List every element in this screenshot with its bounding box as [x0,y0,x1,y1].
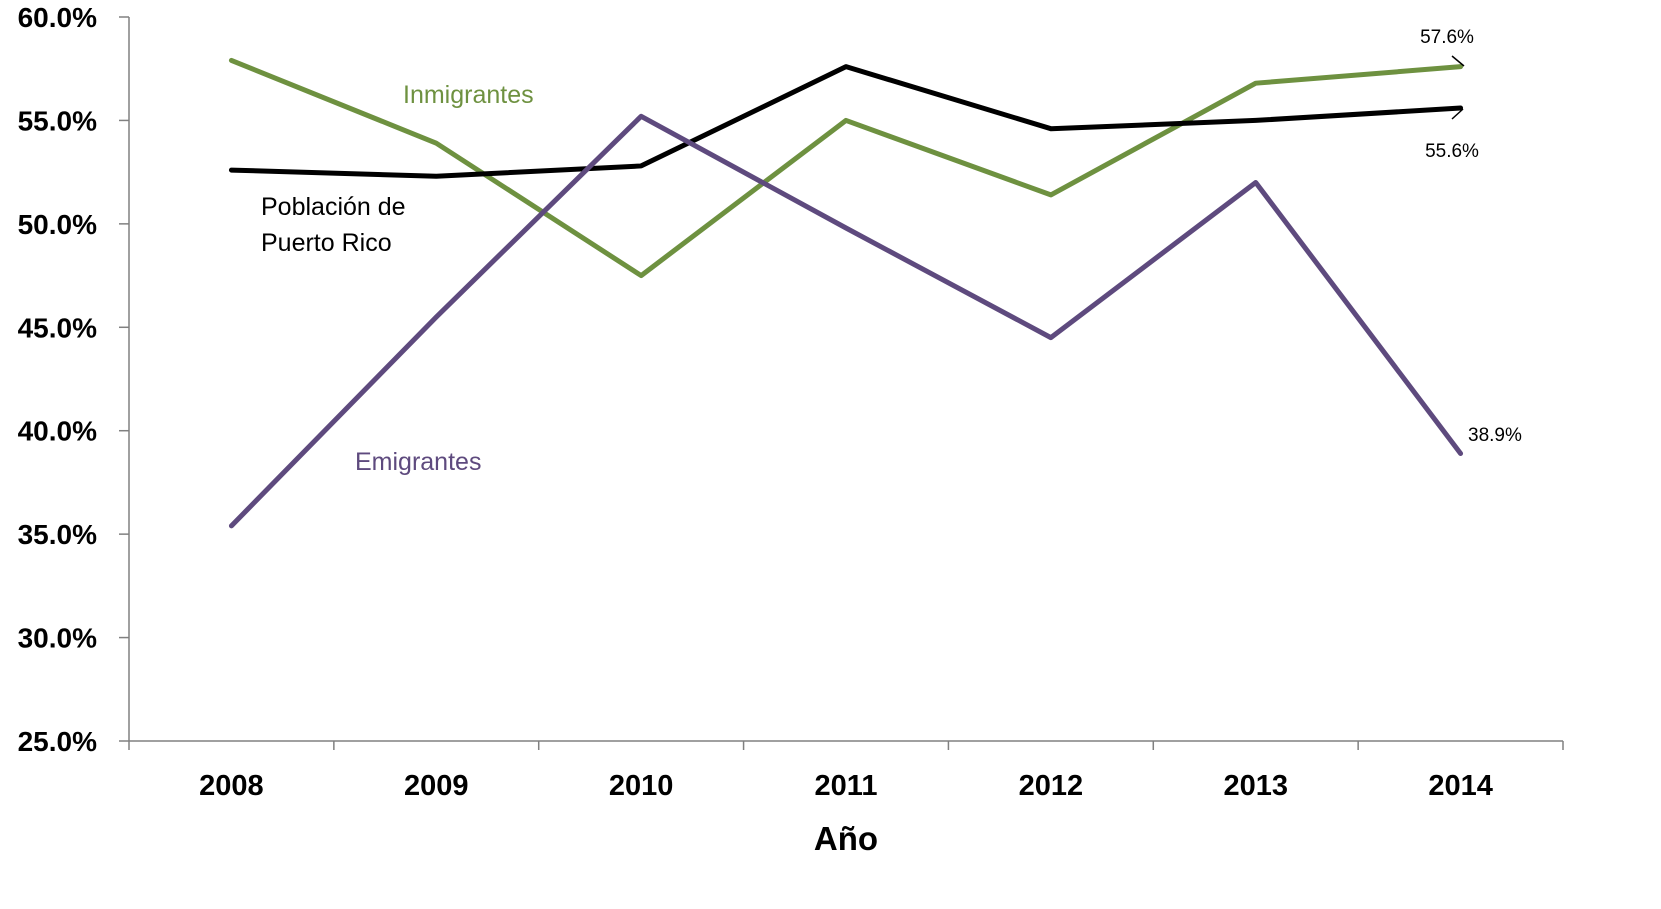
y-tick-label: 55.0% [18,105,97,136]
data-label-inmigrantes-2014: 57.6% [1420,27,1474,48]
y-tick-label: 50.0% [18,209,97,240]
x-tick-label: 2013 [1223,770,1288,802]
series-label-inmigrantes: Inmigrantes [403,81,534,109]
x-tick-label: 2014 [1428,770,1493,802]
x-axis-ticks: 2008 2009 2010 2011 2012 2013 2014 [199,770,1493,802]
y-tick-label: 30.0% [18,623,97,654]
y-tick-label: 60.0% [18,2,97,33]
series-label-poblacion-line2: Puerto Rico [261,229,392,257]
y-tick-label: 40.0% [18,416,97,447]
data-label-emigrantes-2014: 38.9% [1468,425,1522,446]
x-tick-label: 2008 [199,770,264,802]
x-tick-label: 2011 [815,770,878,802]
leader-line-inmigrantes [1451,55,1465,67]
series-lines [228,57,1464,529]
y-tick-label: 25.0% [18,726,97,757]
x-tick-label: 2009 [404,770,469,802]
leader-line-poblacion [1451,108,1464,120]
data-label-poblacion-2014: 55.6% [1425,141,1479,162]
y-tick-label: 45.0% [18,312,97,343]
axes [119,16,1564,750]
y-tick-label: 35.0% [18,519,97,550]
series-label-emigrantes: Emigrantes [355,448,481,476]
x-axis-title: Año [814,820,878,857]
x-tick-label: 2012 [1019,770,1084,802]
y-axis-ticks: 25.0% 30.0% 35.0% 40.0% 45.0% 50.0% 55.0% 60.0% [18,2,97,757]
series-label-poblacion-line1: Población de [261,193,406,221]
x-tick-label: 2010 [609,770,674,802]
series-line-inmigrantes [228,57,1464,279]
series-line-poblacion-de-puerto-rico [228,64,1464,179]
series-line-emigrantes [228,113,1464,529]
